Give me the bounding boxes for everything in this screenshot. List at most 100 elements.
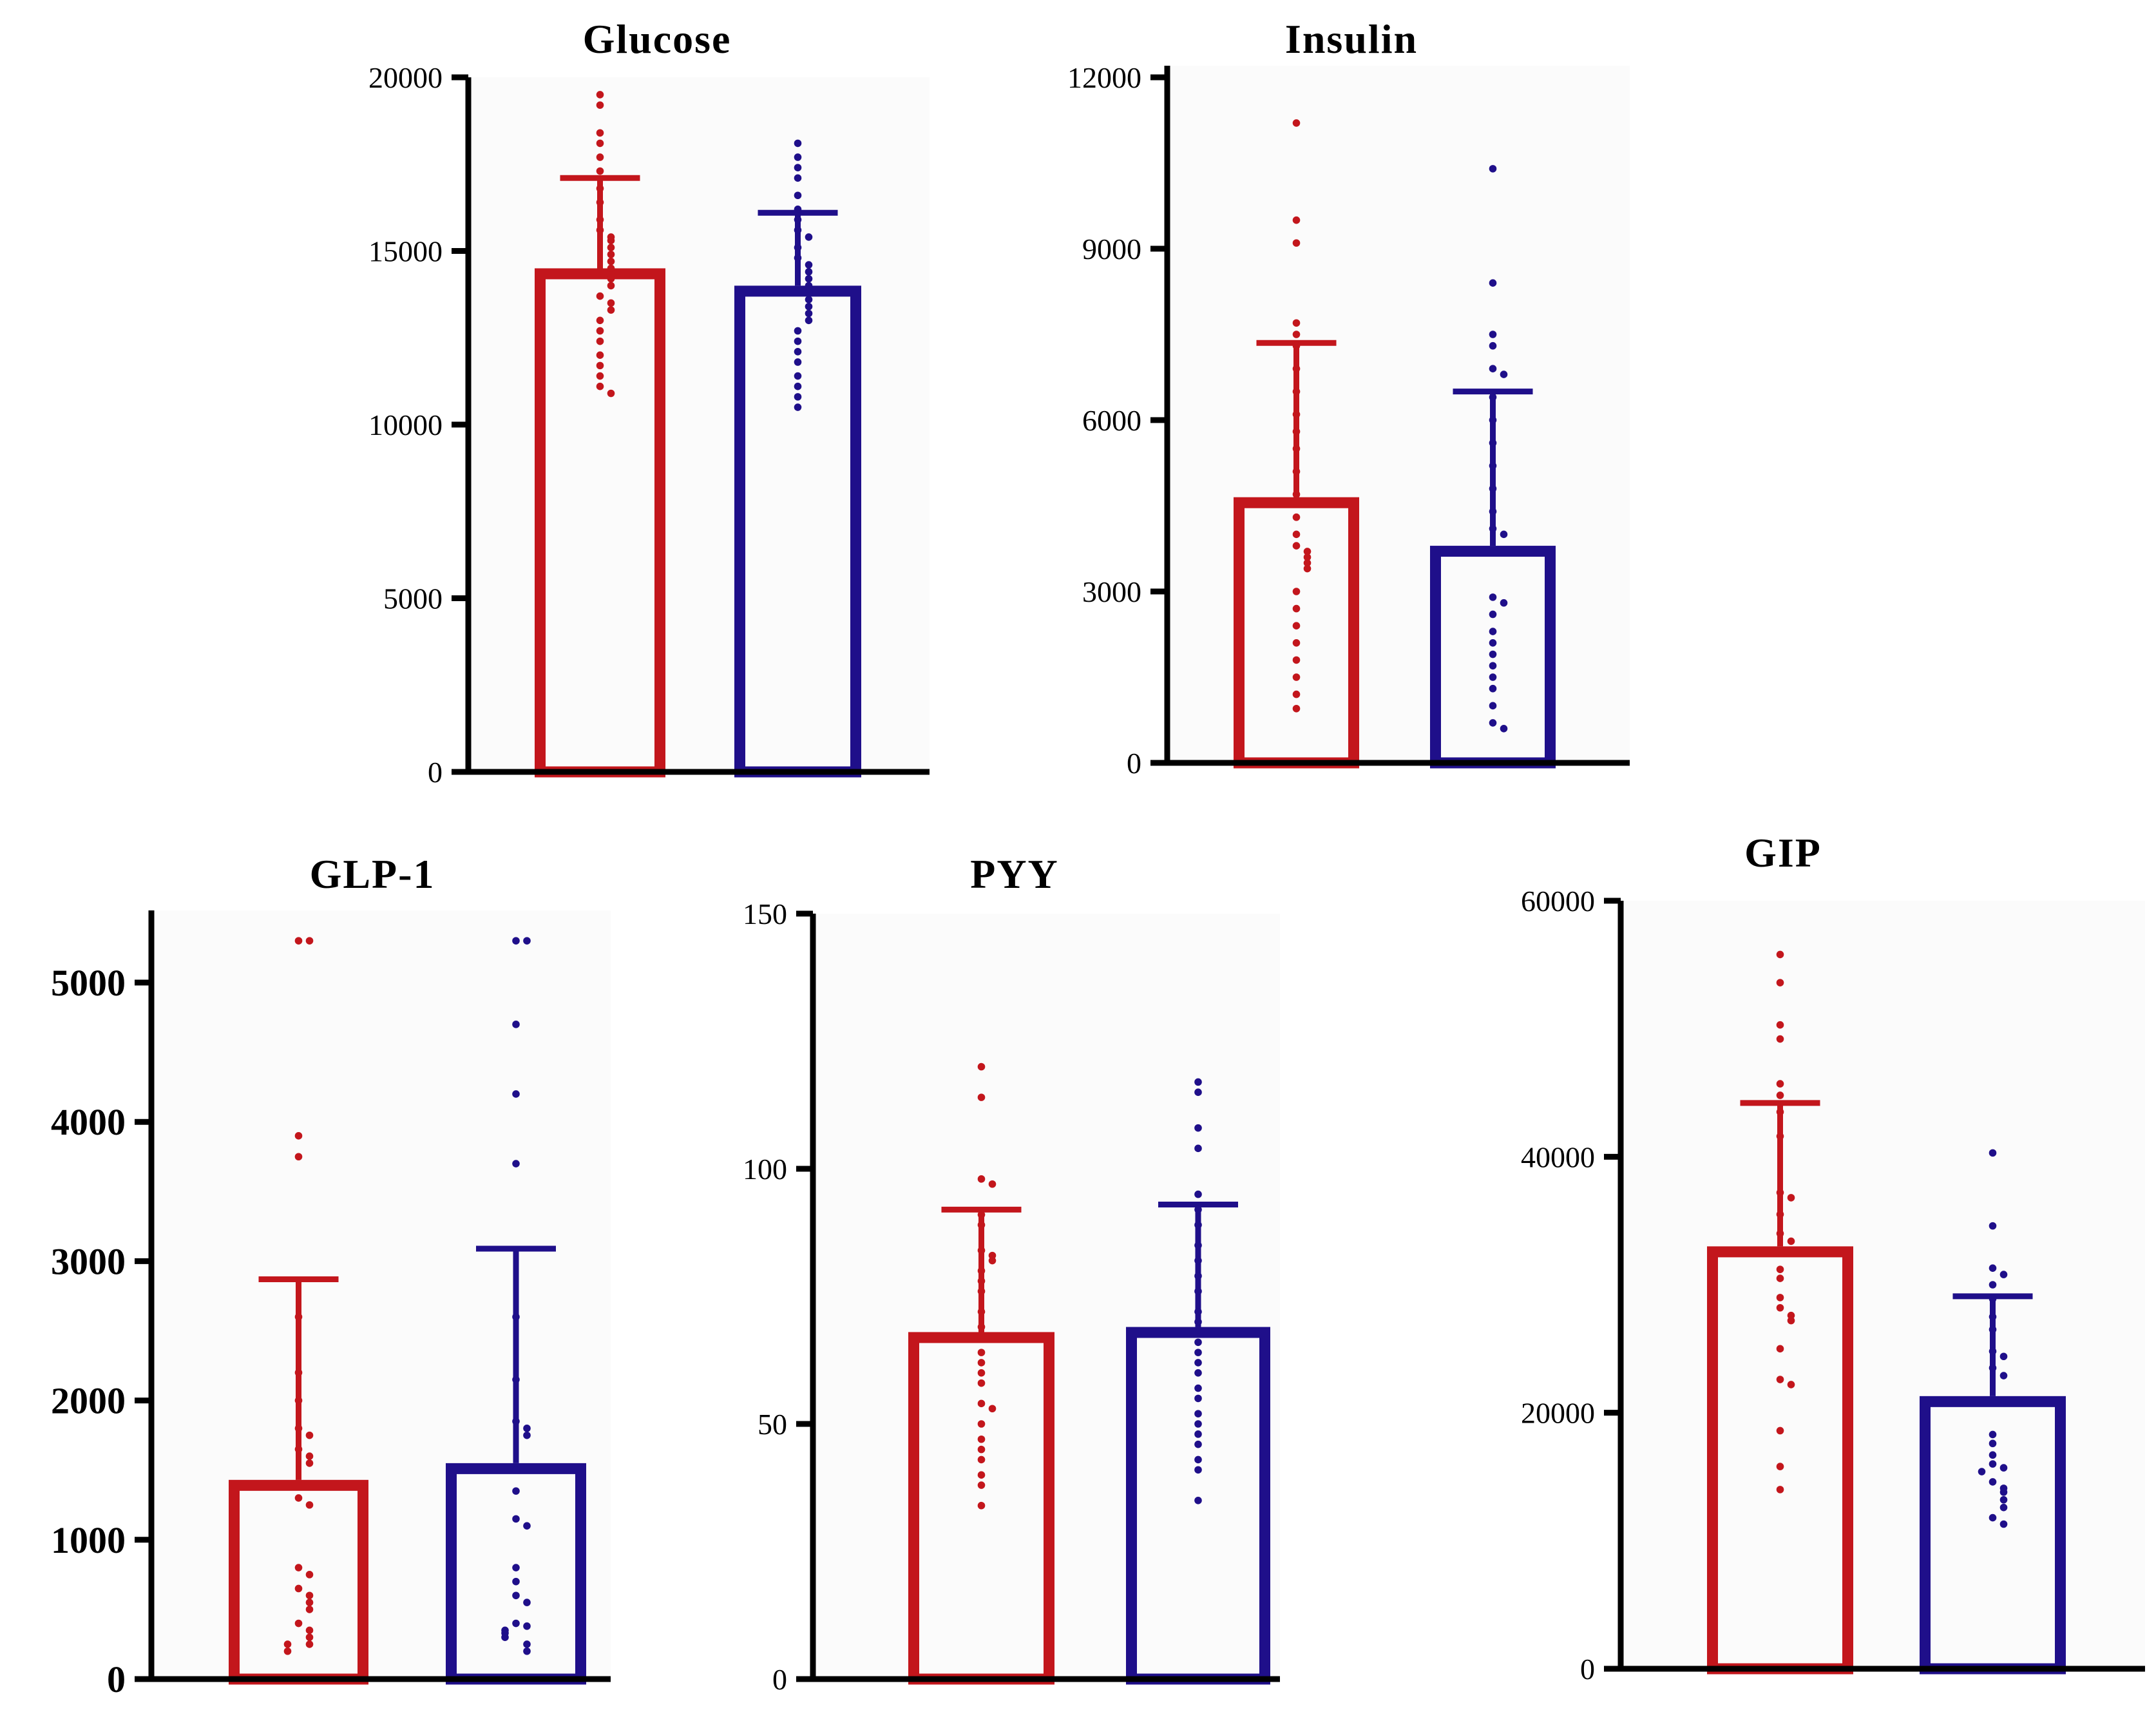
glucose-point-2 [805, 302, 813, 311]
glucose-ytick-label: 10000 [368, 408, 443, 441]
insulin-point-2 [1500, 370, 1508, 378]
insulin-point-1 [1292, 365, 1301, 372]
gip-point-2 [1999, 1495, 2008, 1504]
gip-ytick-label: 60000 [1521, 885, 1595, 917]
insulin-point-1 [1292, 673, 1301, 681]
glucose-point-1 [607, 236, 615, 245]
glp1-point-1 [294, 1425, 303, 1432]
pyy-point-1 [977, 1175, 986, 1183]
glucose-point-1 [607, 306, 615, 314]
insulin-ytick-label: 3000 [1082, 575, 1141, 608]
glucose-point-2 [794, 403, 802, 411]
insulin-point-1 [1292, 604, 1301, 613]
gip-ytick-label: 40000 [1521, 1140, 1595, 1173]
gip-point-2 [1999, 1352, 2008, 1361]
insulin-point-1 [1292, 468, 1301, 476]
glucose-point-2 [794, 191, 802, 200]
gip-point-1 [1776, 979, 1784, 986]
pyy-point-2 [1194, 1359, 1202, 1367]
pyy-ytick-label: 150 [743, 898, 787, 930]
gip-point-1 [1787, 1194, 1795, 1202]
glucose-ytick-label: 20000 [368, 61, 443, 94]
insulin-ytick-label: 6000 [1082, 404, 1141, 437]
glucose-point-2 [805, 316, 813, 325]
glp1-point-2 [523, 1425, 531, 1432]
glp1-point-1 [294, 937, 303, 945]
insulin-point-2 [1489, 416, 1497, 424]
gip-point-2 [1999, 1464, 2008, 1472]
gip-point-2 [1978, 1468, 1986, 1475]
insulin-point-2 [1489, 439, 1497, 447]
gip-point-1 [1776, 1132, 1784, 1140]
pyy-point-2 [1194, 1206, 1202, 1214]
glucose-point-1 [596, 327, 604, 335]
glucose-panel: Glucose 0 5000 10000 15000 20000 [368, 16, 930, 789]
pyy-point-2 [1194, 1190, 1202, 1198]
glp1-point-1 [305, 1501, 314, 1509]
glp1-point-1 [305, 1640, 314, 1648]
insulin-point-2 [1489, 673, 1497, 681]
pyy-point-1 [988, 1405, 997, 1413]
glp1-point-2 [523, 1522, 531, 1530]
glp1-point-2 [512, 1619, 520, 1628]
gip-ytick-label: 20000 [1521, 1397, 1595, 1430]
glp1-point-2 [512, 1376, 520, 1383]
pyy-point-1 [977, 1323, 986, 1331]
glucose-point-2 [805, 296, 813, 303]
glp1-point-1 [305, 1452, 314, 1460]
insulin-point-1 [1292, 239, 1301, 247]
glucose-point-2 [794, 358, 802, 366]
insulin-point-2 [1489, 662, 1497, 670]
glp1-title: GLP-1 [310, 851, 435, 897]
gip-point-1 [1776, 1294, 1784, 1302]
glp1-point-2 [512, 1160, 520, 1167]
pyy-point-1 [977, 1481, 986, 1489]
glp1-point-1 [305, 1633, 314, 1641]
pyy-point-2 [1194, 1124, 1202, 1132]
pyy-point-2 [1194, 1088, 1202, 1096]
pyy-point-1 [977, 1471, 986, 1479]
glp1-point-1 [305, 1431, 314, 1439]
glp1-point-1 [305, 1459, 314, 1467]
pyy-point-2 [1194, 1497, 1202, 1504]
insulin-point-1 [1292, 656, 1301, 664]
glp1-point-2 [512, 1591, 520, 1600]
gip-point-1 [1776, 1189, 1784, 1196]
gip-point-1 [1776, 1376, 1784, 1383]
glucose-point-1 [607, 264, 615, 273]
glucose-point-2 [805, 274, 813, 283]
insulin-point-2 [1489, 341, 1497, 350]
glucose-point-1 [596, 91, 604, 99]
glp1-point-1 [294, 1445, 303, 1454]
gip-point-2 [1989, 1149, 1997, 1157]
glucose-point-2 [794, 393, 802, 401]
pyy-point-1 [977, 1420, 986, 1428]
glucose-point-1 [596, 337, 604, 345]
gip-point-1 [1776, 1486, 1784, 1494]
insulin-point-1 [1292, 216, 1301, 224]
glp1-point-1 [305, 937, 314, 945]
insulin-point-2 [1489, 628, 1497, 635]
glp1-point-1 [294, 1369, 303, 1377]
pyy-point-2 [1194, 1440, 1202, 1448]
glp1-point-1 [283, 1640, 292, 1648]
pyy-point-1 [977, 1359, 986, 1367]
glp1-point-1 [294, 1619, 303, 1628]
glucose-point-2 [794, 372, 802, 380]
pyy-point-2 [1194, 1430, 1202, 1438]
pyy-point-1 [977, 1501, 986, 1510]
pyy-point-2 [1194, 1221, 1202, 1229]
glp1-point-1 [305, 1571, 314, 1579]
glucose-point-1 [596, 382, 604, 390]
pyy-point-2 [1194, 1144, 1202, 1153]
glp1-point-2 [512, 1487, 520, 1495]
gip-point-2 [1989, 1478, 1997, 1486]
pyy-point-1 [977, 1211, 986, 1219]
gip-point-2 [1989, 1264, 1997, 1272]
insulin-point-2 [1489, 650, 1497, 658]
pyy-ytick-label: 100 [743, 1153, 787, 1186]
glp1-point-2 [523, 1431, 531, 1439]
gip-point-2 [1989, 1451, 1997, 1459]
glp1-point-1 [294, 1584, 303, 1593]
